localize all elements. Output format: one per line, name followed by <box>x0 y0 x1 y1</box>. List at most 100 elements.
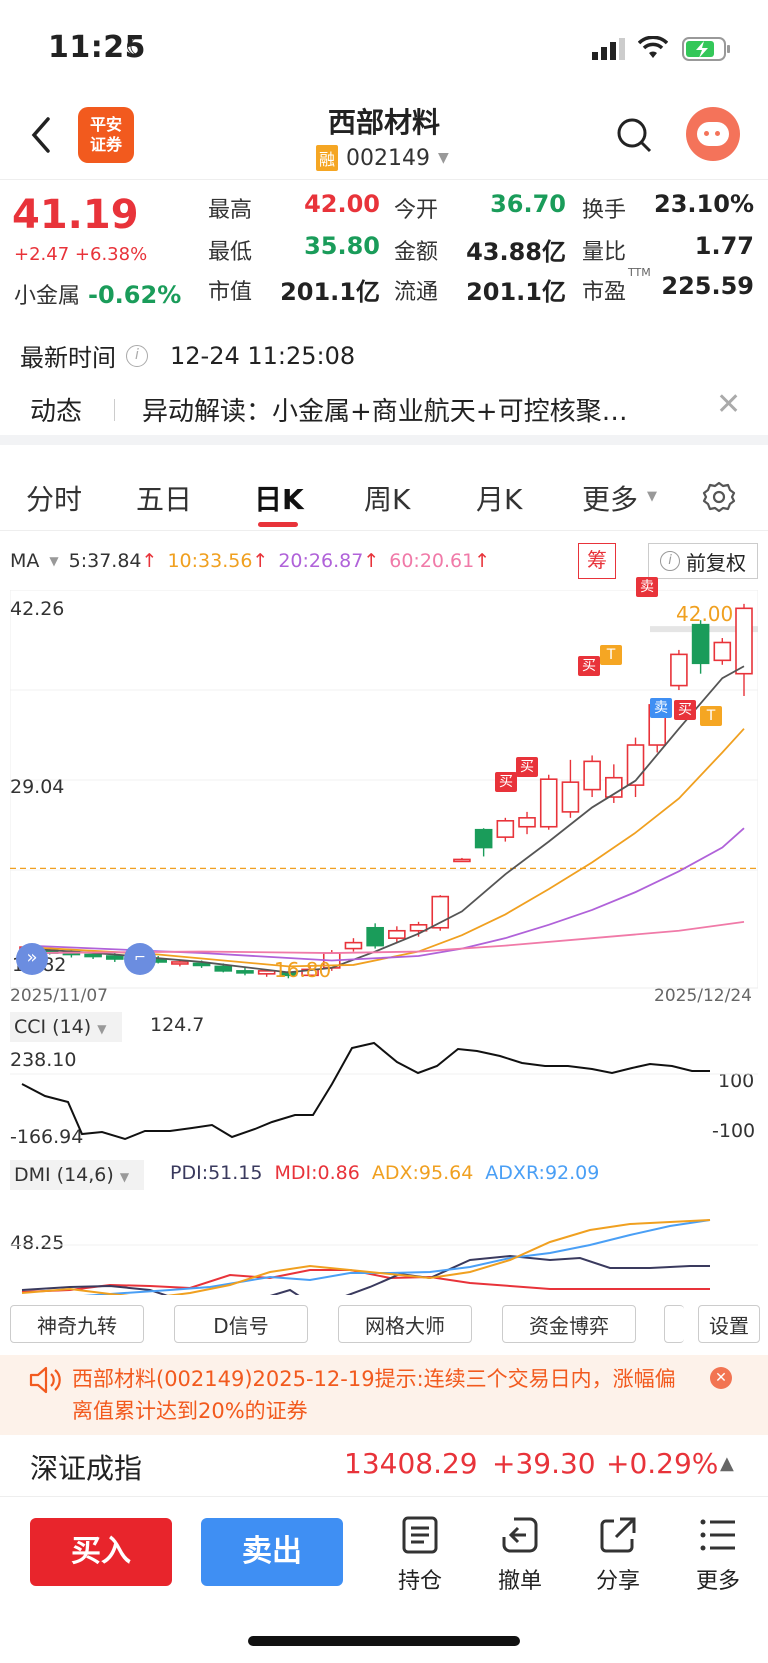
holdings-button[interactable]: 持仓 <box>390 1515 450 1595</box>
candle-body <box>105 955 124 960</box>
sector-row[interactable]: 小金属 -0.62% <box>14 278 181 310</box>
scroll-left-button[interactable]: » <box>16 943 48 975</box>
news-bar[interactable]: 动态 异动解读：小金属+商业航天+可控核聚… ✕ <box>0 385 768 445</box>
index-ticker[interactable]: 深证成指 13408.29 +39.30 +0.29% ▲ <box>0 1435 768 1497</box>
alert-text: 西部材料(002149)2025-12-19提示:连续三个交易日内，涨幅偏离值累… <box>72 1367 676 1423</box>
back-icon[interactable] <box>28 115 54 155</box>
sell-button[interactable]: 卖出 <box>201 1518 343 1586</box>
alert-banner[interactable]: 西部材料(002149)2025-12-19提示:连续三个交易日内，涨幅偏离值累… <box>0 1355 768 1435</box>
tool-d-signal-button[interactable]: D信号 <box>174 1305 308 1343</box>
index-pct: +0.29% <box>606 1447 719 1480</box>
share-button[interactable]: 分享 <box>588 1515 648 1595</box>
candle-body <box>257 970 276 975</box>
candle-body <box>518 817 536 828</box>
cci-selector[interactable]: CCI (14) ▼ <box>10 1012 122 1042</box>
quote-label: 最高 <box>208 198 253 223</box>
t-marker: T <box>600 645 622 665</box>
ma-dropdown-icon: ▼ <box>49 554 59 568</box>
alert-close-icon[interactable]: ✕ <box>710 1367 732 1389</box>
date-start: 2025/11/07 <box>10 986 108 1006</box>
tool-partial-button[interactable] <box>664 1305 684 1343</box>
index-change: +39.30 <box>492 1447 596 1480</box>
quote-label: 量比 <box>582 240 627 265</box>
active-tab-underline <box>258 522 298 527</box>
candle-body <box>496 819 515 838</box>
candle-body <box>691 623 710 665</box>
quote-label: 流通 <box>394 280 439 305</box>
tabs-divider <box>0 530 768 531</box>
search-icon[interactable] <box>614 115 654 155</box>
tab-daily-k[interactable]: 日K <box>254 483 304 516</box>
quote-panel: 41.19 +2.47 +6.38% 小金属 -0.62% 最高 42.00 今开 3… <box>0 180 768 315</box>
quote-label: 市值 <box>208 280 253 305</box>
info-icon[interactable]: i <box>126 344 148 367</box>
candle-body <box>388 929 406 939</box>
tab-more[interactable]: 更多 <box>582 483 639 516</box>
candle-body <box>735 607 753 675</box>
tool-settings-button[interactable]: 设置 <box>698 1305 760 1343</box>
tab-five-day[interactable]: 五日 <box>136 483 193 516</box>
more-button[interactable]: 更多 <box>688 1515 748 1595</box>
broker-logo[interactable]: 平安 证券 <box>78 107 134 163</box>
cancel-order-button[interactable]: 撤单 <box>490 1515 550 1595</box>
more-label: 更多 <box>695 1569 740 1594</box>
candle-body <box>214 965 233 972</box>
candle-body <box>583 760 601 791</box>
adx-value: ADX:95.64 <box>371 1162 474 1184</box>
ma-label: MA <box>10 550 40 572</box>
candle-body <box>670 653 688 687</box>
cci-chart[interactable] <box>10 1040 758 1150</box>
tab-intraday[interactable]: 分时 <box>26 483 83 516</box>
stock-code-row[interactable]: 融 002149 ▼ <box>316 145 449 171</box>
date-end: 2025/12/24 <box>654 986 752 1006</box>
candle-body <box>236 970 254 974</box>
dmi-dropdown-icon: ▼ <box>119 1170 130 1184</box>
adjust-label: 前复权 <box>686 550 746 575</box>
buy-marker: 买 <box>674 700 696 720</box>
buy-button[interactable]: 买入 <box>30 1518 172 1586</box>
index-name: 深证成指 <box>30 1452 143 1485</box>
tab-weekly-k[interactable]: 周K <box>364 483 411 516</box>
chip-button[interactable]: 筹 <box>578 543 616 579</box>
mdi-value: MDI:0.86 <box>274 1162 360 1184</box>
stock-code: 002149 <box>346 145 430 171</box>
adjust-button[interactable]: i 前复权 <box>648 543 758 579</box>
dmi-selector[interactable]: DMI (14,6) ▼ <box>10 1160 144 1190</box>
chat-bubble-icon <box>697 122 729 146</box>
expand-up-icon[interactable]: ▲ <box>720 1453 734 1474</box>
change-abs: +2.47 <box>14 244 70 265</box>
candle-body <box>626 744 645 786</box>
adx-line <box>21 1219 711 1295</box>
ma20-value: 20:26.87↑ <box>278 550 380 572</box>
high-price-label: 42.00 <box>676 602 734 626</box>
candle-body <box>344 941 363 950</box>
settings-gear-icon[interactable] <box>702 480 736 514</box>
change-pct: +6.38% <box>74 244 148 265</box>
battery-icon <box>682 37 730 61</box>
tool-nine-turn-button[interactable]: 神奇九转 <box>10 1305 144 1343</box>
buy-marker: 买 <box>516 757 538 777</box>
candle-body <box>192 962 211 967</box>
status-time: 11:25 <box>48 30 146 65</box>
news-divider <box>114 399 115 421</box>
close-icon[interactable]: ✕ <box>716 387 742 422</box>
cci-y-top: 238.10 <box>10 1049 77 1071</box>
dropdown-icon: ▼ <box>438 150 449 166</box>
index-value: 13408.29 <box>344 1447 478 1480</box>
update-time: 12-24 11:25:08 <box>170 341 356 370</box>
dmi-chart[interactable] <box>10 1190 758 1295</box>
tab-monthly-k[interactable]: 月K <box>476 483 523 516</box>
ma-legend[interactable]: MA ▼ 5:37.84↑ 10:33.56↑ 20:26.87↑ 60:20.… <box>10 550 490 572</box>
candlestick-chart[interactable] <box>10 590 758 1010</box>
quote-value: 201.1亿 <box>466 278 566 306</box>
signal-icon <box>592 38 625 60</box>
assistant-avatar[interactable] <box>686 107 740 161</box>
pdi-value: PDI:51.15 <box>170 1162 263 1184</box>
tool-capital-game-button[interactable]: 资金博弈 <box>502 1305 636 1343</box>
sell-marker: 卖 <box>650 698 672 718</box>
ma60-value: 60:20.61↑ <box>389 550 491 572</box>
scroll-handle[interactable]: ⌐ <box>124 943 156 975</box>
cci-ref-hi: 100 <box>718 1070 755 1092</box>
tool-grid-master-button[interactable]: 网格大师 <box>338 1305 472 1343</box>
undo-icon <box>502 1517 538 1553</box>
